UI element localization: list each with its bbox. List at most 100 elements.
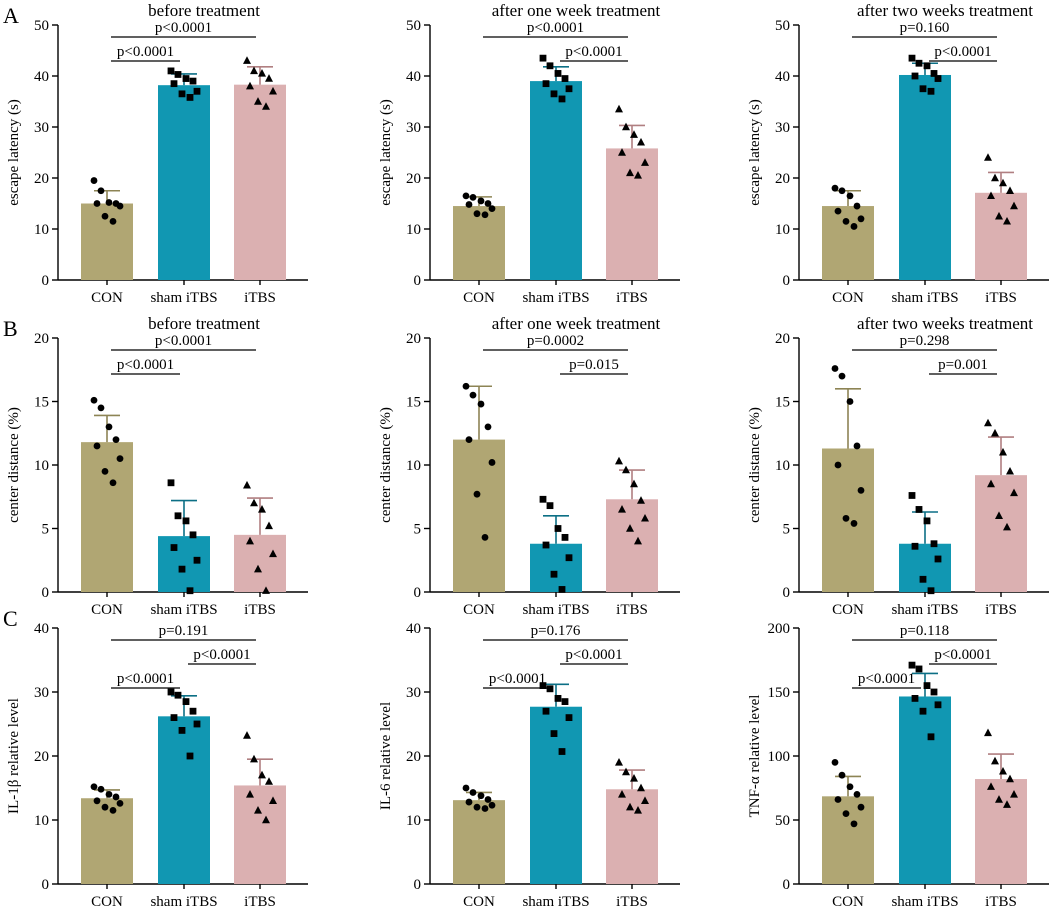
data-point-1-1 (174, 71, 182, 78)
data-point-1-6 (178, 90, 186, 98)
data-point-0-5 (116, 202, 124, 210)
data-point-0-1 (838, 372, 846, 380)
y-tick-label: 10 (406, 222, 421, 238)
data-point-0-1 (469, 391, 477, 399)
data-point-0-2 (846, 783, 854, 791)
significance-label: p<0.0001 (489, 671, 546, 687)
y-tick-label: 40 (34, 69, 49, 85)
data-point-0-2 (105, 791, 113, 798)
data-point-2-3 (1006, 186, 1014, 194)
data-point-2-4 (618, 505, 626, 513)
data-point-1-6 (550, 570, 558, 578)
data-point-1-5 (193, 720, 201, 728)
data-point-0-3 (484, 200, 492, 207)
x-tick-label: sham iTBS (891, 290, 958, 306)
y-tick-label: 50 (775, 813, 790, 829)
y-tick-label: 0 (783, 273, 791, 289)
data-point-0-2 (105, 423, 113, 431)
data-point-1-1 (174, 512, 182, 520)
data-point-0-0 (462, 784, 470, 792)
data-point-0-2 (477, 400, 485, 408)
data-point-1-6 (919, 575, 927, 583)
data-point-1-3 (930, 688, 938, 696)
data-point-2-2 (258, 505, 266, 513)
chart-title: before treatment (148, 1, 260, 20)
x-tick-label: iTBS (616, 290, 648, 306)
significance-label: p=0.015 (569, 357, 619, 373)
data-point-2-2 (258, 770, 266, 779)
data-point-0-2 (477, 197, 485, 205)
data-point-1-6 (178, 565, 186, 573)
significance-label: p<0.0001 (934, 647, 991, 663)
significance-label: p=0.160 (900, 20, 950, 36)
y-tick-label: 20 (775, 331, 790, 347)
bar-2 (234, 84, 286, 280)
data-point-1-1 (546, 62, 554, 70)
data-point-1-3 (930, 70, 938, 77)
significance-label: p=0.191 (159, 623, 209, 639)
data-point-2-7 (1003, 216, 1011, 225)
data-point-2-1 (622, 767, 630, 776)
data-point-1-2 (182, 698, 190, 705)
data-point-1-5 (934, 701, 942, 709)
y-tick-label: 10 (34, 458, 49, 474)
data-point-1-0 (908, 661, 916, 669)
significance-label: p=0.0002 (527, 333, 584, 349)
data-point-2-3 (637, 783, 645, 792)
data-point-2-4 (246, 790, 254, 798)
data-point-2-6 (626, 524, 634, 532)
data-point-2-5 (641, 513, 649, 522)
data-point-0-6 (101, 803, 109, 811)
data-point-2-2 (630, 130, 638, 138)
data-point-1-4 (542, 80, 550, 88)
data-point-2-4 (246, 536, 254, 545)
data-point-1-4 (911, 72, 919, 80)
y-tick-label: 30 (406, 120, 421, 136)
x-tick-label: sham iTBS (522, 602, 589, 618)
y-tick-label: 40 (406, 69, 421, 85)
bar-2 (975, 192, 1027, 280)
data-point-0-4 (834, 796, 842, 803)
data-point-2-4 (987, 479, 995, 488)
data-point-1-4 (170, 80, 178, 88)
chart-title: after two weeks treatment (857, 314, 1033, 333)
x-tick-label: CON (832, 290, 864, 306)
panel-letter: B (3, 316, 18, 341)
data-point-2-0 (984, 418, 992, 427)
significance-label: p<0.0001 (155, 20, 212, 36)
data-point-2-7 (1003, 522, 1011, 531)
data-point-2-7 (634, 171, 642, 179)
data-point-0-3 (853, 791, 861, 798)
data-point-2-1 (250, 754, 258, 763)
data-point-0-5 (116, 799, 124, 807)
data-point-0-7 (850, 820, 858, 828)
data-point-2-6 (995, 211, 1003, 220)
data-point-1-2 (554, 70, 562, 77)
data-point-2-6 (626, 168, 634, 177)
data-point-0-2 (846, 398, 854, 405)
data-point-2-2 (999, 178, 1007, 187)
data-point-0-5 (857, 803, 865, 811)
y-tick-label: 10 (406, 458, 421, 474)
data-point-2-5 (269, 86, 277, 95)
data-point-2-6 (626, 802, 634, 811)
data-point-0-1 (97, 187, 105, 195)
x-tick-label: sham iTBS (150, 290, 217, 306)
data-point-1-4 (542, 541, 550, 549)
data-point-0-6 (101, 212, 109, 220)
y-tick-label: 20 (406, 749, 421, 765)
data-point-0-1 (469, 789, 477, 796)
y-tick-label: 15 (34, 395, 49, 411)
x-tick-label: CON (463, 894, 495, 909)
data-point-0-7 (109, 217, 117, 225)
data-point-0-0 (462, 192, 470, 200)
y-tick-label: 150 (768, 685, 791, 701)
data-point-2-4 (618, 148, 626, 156)
data-point-2-0 (615, 104, 623, 113)
data-point-2-4 (987, 782, 995, 790)
x-tick-label: CON (91, 290, 123, 306)
data-point-2-0 (243, 731, 251, 739)
y-tick-label: 5 (42, 522, 50, 538)
